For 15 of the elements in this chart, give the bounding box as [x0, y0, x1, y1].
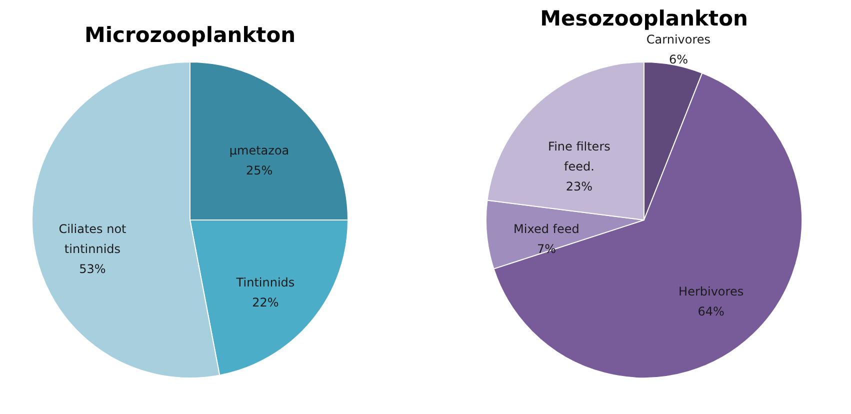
data-label: 6%	[668, 52, 688, 66]
chart-title: Microzooplankton	[84, 23, 296, 47]
slice-label: µmetazoa	[229, 144, 290, 158]
chart-title: Mesozooplankton	[540, 6, 748, 30]
slice-label: Fine filters feed.	[548, 140, 610, 174]
data-label: 23%	[566, 180, 593, 194]
slice-label: Ciliates not tintinnids	[58, 222, 127, 256]
data-label: 64%	[698, 304, 724, 318]
slice-label: Carnivores	[646, 32, 711, 46]
data-label: 25%	[246, 164, 273, 178]
slice-label: Mixed feed	[514, 222, 580, 236]
slice-label: Herbivores	[678, 284, 744, 298]
data-label: 22%	[252, 295, 279, 310]
data-label: 53%	[79, 262, 106, 276]
slice-label: Tintinnids	[235, 275, 295, 290]
